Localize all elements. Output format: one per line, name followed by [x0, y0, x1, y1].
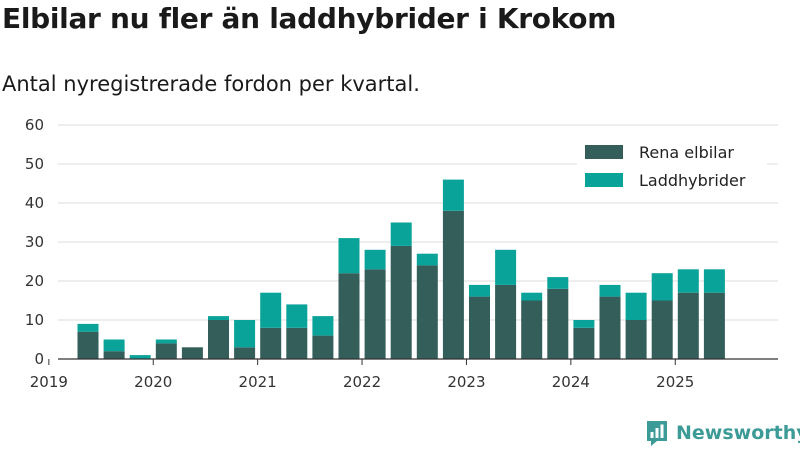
bar-laddhybrider	[286, 304, 308, 328]
bar-laddhybrider	[416, 253, 438, 266]
y-tick-label: 30	[25, 233, 44, 251]
bar-laddhybrider	[703, 269, 725, 293]
x-axis: 2019 2020 2021 2022 2023 2024 2025	[30, 358, 778, 391]
bar-laddhybrider	[390, 222, 412, 246]
x-tick-label: 2023	[447, 373, 485, 391]
x-tick-label: 2022	[343, 373, 381, 391]
bar-laddhybrider	[77, 323, 99, 332]
bar-rena-elbilar	[651, 300, 673, 359]
bar-rena-elbilar	[103, 351, 125, 359]
bar-rena-elbilar	[77, 331, 99, 359]
y-axis-tick-labels: 0 10 20 30 40 50 60	[25, 116, 44, 368]
chart-title: Elbilar nu fler än laddhybrider i Krokom	[2, 2, 617, 35]
bar-laddhybrider	[573, 320, 595, 328]
brand-name: Newsworthy	[676, 422, 800, 444]
x-tick-label: 2025	[656, 373, 694, 391]
y-tick-label: 50	[25, 155, 44, 173]
legend-label: Rena elbilar	[639, 143, 734, 162]
bar-rena-elbilar	[625, 320, 647, 359]
bar-rena-elbilar	[338, 273, 360, 359]
y-tick-label: 10	[25, 311, 44, 329]
y-tick-label: 40	[25, 194, 44, 212]
y-tick-label: 60	[25, 116, 44, 134]
newsworthy-logo: Newsworthy	[645, 419, 800, 447]
bar-laddhybrider	[208, 316, 229, 320]
bar-rena-elbilar	[547, 288, 569, 359]
y-tick-label: 20	[25, 272, 44, 290]
legend-swatch	[585, 173, 623, 187]
bar-rena-elbilar	[416, 265, 438, 359]
bar-rena-elbilar	[469, 296, 490, 359]
x-tick-label: 2020	[134, 373, 172, 391]
bar-laddhybrider	[469, 284, 490, 297]
bar-rena-elbilar	[208, 320, 229, 359]
bar-rena-elbilar	[677, 292, 699, 359]
bar-rena-elbilar	[703, 292, 725, 359]
bar-rena-elbilar	[495, 284, 517, 359]
legend-swatch	[585, 145, 623, 159]
bar-rena-elbilar	[234, 347, 256, 359]
bar-rena-elbilar	[181, 347, 203, 359]
bar-laddhybrider	[364, 249, 386, 270]
y-tick-label: 0	[34, 350, 44, 368]
bar-rena-elbilar	[599, 296, 621, 359]
bar-rena-elbilar	[442, 210, 464, 359]
bar-rena-elbilar	[312, 335, 334, 359]
bar-rena-elbilar	[390, 245, 412, 359]
bar-laddhybrider	[312, 316, 334, 336]
chart-legend: Rena elbilar Laddhybrider	[577, 137, 767, 195]
legend-label: Laddhybrider	[639, 171, 746, 190]
x-tick-label: 2019	[30, 373, 68, 391]
bar-rena-elbilar	[286, 327, 308, 359]
bar-rena-elbilar	[573, 327, 595, 359]
bar-chart-logo-icon	[647, 421, 667, 446]
bar-laddhybrider	[129, 355, 151, 359]
bar-laddhybrider	[625, 292, 647, 320]
bar-laddhybrider	[521, 292, 543, 301]
x-tick-label: 2024	[552, 373, 590, 391]
bar-laddhybrider	[155, 339, 177, 344]
bar-laddhybrider	[495, 249, 517, 285]
bar-laddhybrider	[103, 339, 125, 352]
x-tick-label: 2021	[239, 373, 277, 391]
bar-laddhybrider	[677, 269, 699, 293]
bar-rena-elbilar	[155, 343, 177, 359]
chart-subtitle: Antal nyregistrerade fordon per kvartal.	[2, 72, 420, 96]
bar-laddhybrider	[599, 284, 621, 297]
bar-series	[77, 179, 725, 359]
bar-rena-elbilar	[260, 327, 282, 359]
bar-laddhybrider	[234, 320, 256, 348]
bar-laddhybrider	[442, 179, 464, 211]
bar-laddhybrider	[338, 238, 360, 274]
bar-rena-elbilar	[364, 269, 386, 359]
bar-laddhybrider	[651, 273, 673, 301]
bar-rena-elbilar	[521, 300, 543, 359]
bar-laddhybrider	[547, 277, 569, 289]
bar-laddhybrider	[260, 292, 282, 328]
